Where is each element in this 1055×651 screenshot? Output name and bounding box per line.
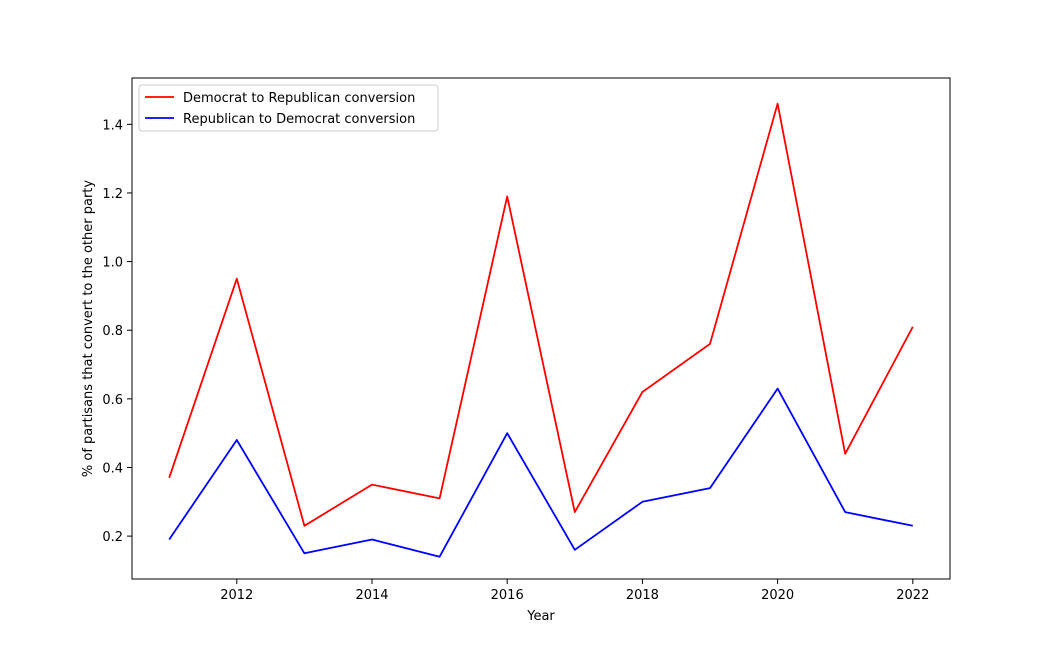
x-tick-label: 2016 xyxy=(491,588,524,603)
plot-frame xyxy=(131,77,951,580)
legend: Democrat to Republican conversion Republi… xyxy=(138,84,439,132)
x-axis-title: Year xyxy=(526,609,555,624)
series-line-rep-to-dem xyxy=(168,387,913,558)
y-tick-label: 1.0 xyxy=(102,256,123,271)
y-tick-label: 0.2 xyxy=(102,530,123,545)
legend-label: Republican to Democrat conversion xyxy=(183,112,415,127)
x-tick-label: 2018 xyxy=(626,588,659,603)
x-tick-label: 2022 xyxy=(896,588,929,603)
x-tick-label: 2012 xyxy=(220,588,253,603)
x-tick-label: 2020 xyxy=(761,588,794,603)
y-tick-label: 0.8 xyxy=(102,324,123,339)
y-tick-label: 0.6 xyxy=(102,393,123,408)
y-axis-title: % of partisans that convert to the other… xyxy=(81,180,96,478)
series-group xyxy=(168,102,914,558)
y-tick-label: 1.4 xyxy=(102,118,123,133)
x-axis: 2012 2014 2016 2018 2020 2022 xyxy=(220,579,929,603)
series-line-dem-to-rep xyxy=(168,102,914,527)
legend-label: Democrat to Republican conversion xyxy=(183,91,415,106)
y-axis: 0.2 0.4 0.6 0.8 1.0 1.2 1.4 xyxy=(102,118,132,545)
y-tick-label: 0.4 xyxy=(102,461,123,476)
x-tick-label: 2014 xyxy=(355,588,388,603)
legend-box xyxy=(138,84,439,132)
y-tick-label: 1.2 xyxy=(102,187,123,202)
